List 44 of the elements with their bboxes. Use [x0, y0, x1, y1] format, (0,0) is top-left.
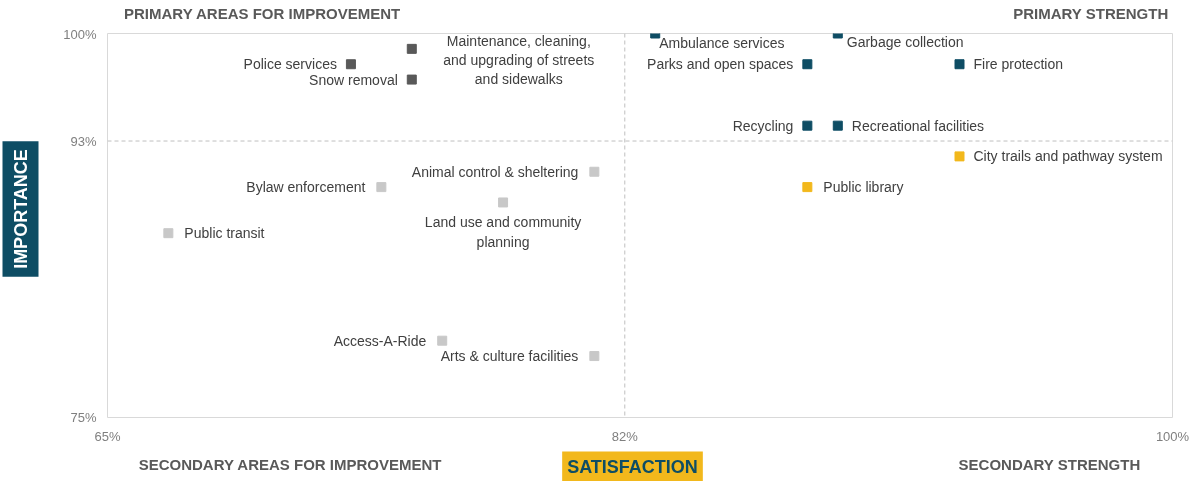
y-tick-label: 93%: [70, 133, 97, 149]
point: [406, 43, 417, 54]
annotation: Ambulance services: [659, 34, 785, 51]
point: [802, 59, 813, 70]
point: [589, 166, 600, 177]
point: [802, 120, 813, 131]
text: SECONDARY STRENGTH: [958, 456, 1141, 473]
annotation: Public library: [823, 179, 904, 196]
point: [498, 197, 509, 208]
x-tick-label: 65%: [94, 428, 121, 444]
text: SECONDARY AREAS FOR IMPROVEMENT: [138, 456, 442, 473]
annotation: Fire protection: [973, 56, 1063, 73]
point: [589, 351, 600, 362]
annotation: Recreational facilities: [851, 117, 985, 134]
x-tick-label: 82%: [611, 428, 639, 444]
point: [437, 335, 448, 346]
annotation: Land use and community planning: [424, 214, 582, 250]
y-tick-label: 75%: [70, 410, 97, 425]
annotation: Parks and open spaces: [647, 56, 794, 73]
x-axis-title: SATISFACTION: [567, 456, 698, 477]
point: [406, 74, 417, 85]
point: [954, 151, 965, 162]
annotation: Bylaw enforcement: [246, 179, 366, 196]
point: [832, 120, 843, 131]
annotation: Public transit: [184, 225, 265, 242]
annotation: Recycling: [732, 117, 794, 134]
annotation: City trails and pathway system: [973, 148, 1163, 165]
point: [345, 59, 356, 70]
annotation: Maintenance, cleaning, and upgrading of streets and sidewalks: [443, 32, 595, 88]
point: [954, 59, 965, 70]
annotation: Access-A-Ride: [333, 332, 427, 349]
annotation: Police services: [243, 56, 337, 73]
text: PRIMARY AREAS FOR IMPROVEMENT: [124, 5, 401, 22]
text: PRIMARY STRENGTH: [1013, 5, 1169, 22]
annotation: Animal control & sheltering: [411, 163, 579, 180]
point: [376, 182, 387, 193]
annotation: Arts & culture facilities: [440, 348, 579, 365]
x-tick-label: 100%: [1155, 428, 1190, 444]
y-tick-label: 100%: [63, 26, 97, 42]
point: [163, 228, 174, 239]
point: [802, 182, 813, 193]
annotation: Garbage collection: [846, 33, 964, 50]
y-axis-title: IMPORTANCE: [10, 149, 31, 269]
annotation: Snow removal: [309, 71, 398, 88]
